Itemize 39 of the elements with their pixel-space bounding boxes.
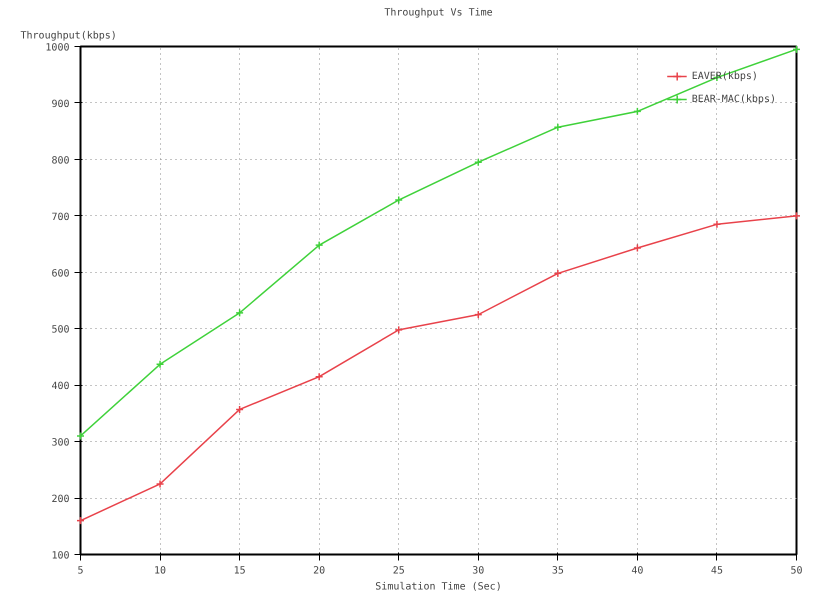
x-tick-label: 50 bbox=[790, 566, 803, 576]
x-tick-label: 5 bbox=[77, 566, 84, 576]
x-axis-title: Simulation Time (Sec) bbox=[375, 582, 502, 592]
point bbox=[394, 196, 403, 204]
point bbox=[554, 269, 562, 278]
y-axis-title: Throughput(kbps) bbox=[20, 30, 117, 42]
y-tick-label: 600 bbox=[51, 268, 70, 280]
x-tick-label: 25 bbox=[392, 566, 405, 576]
y-tick-label: 1000 bbox=[45, 42, 70, 54]
point bbox=[554, 122, 562, 132]
point bbox=[314, 240, 324, 250]
x-tick-label: 15 bbox=[234, 566, 246, 576]
y-tick-label: 300 bbox=[51, 438, 70, 449]
y-tick-label: 800 bbox=[51, 155, 70, 166]
x-tick-label: 45 bbox=[710, 566, 723, 576]
x-tick-label: 35 bbox=[552, 566, 564, 576]
x-tick-label: 20 bbox=[313, 566, 326, 576]
y-tick-label: 100 bbox=[51, 550, 70, 562]
y-tick-label: 500 bbox=[51, 324, 70, 336]
point bbox=[156, 480, 164, 488]
point bbox=[235, 308, 244, 318]
point bbox=[712, 220, 722, 229]
point bbox=[394, 326, 403, 334]
x-tick-label: 40 bbox=[631, 566, 644, 576]
point bbox=[633, 107, 642, 116]
chart-title: Throughput Vs Time bbox=[384, 8, 493, 18]
y-tick-label: 200 bbox=[51, 494, 70, 506]
y-tick-label: 400 bbox=[51, 381, 70, 392]
legend-label: BEAR-MAC(kbps) bbox=[692, 94, 776, 104]
x-tick-label: 10 bbox=[154, 566, 166, 576]
point bbox=[633, 244, 642, 252]
y-tick-label: 900 bbox=[51, 98, 70, 110]
x-tick-label: 30 bbox=[472, 566, 484, 576]
point bbox=[235, 405, 244, 414]
point bbox=[474, 310, 483, 319]
point bbox=[156, 360, 164, 369]
y-tick-label: 700 bbox=[51, 212, 70, 223]
point bbox=[474, 158, 483, 166]
point bbox=[314, 372, 324, 381]
